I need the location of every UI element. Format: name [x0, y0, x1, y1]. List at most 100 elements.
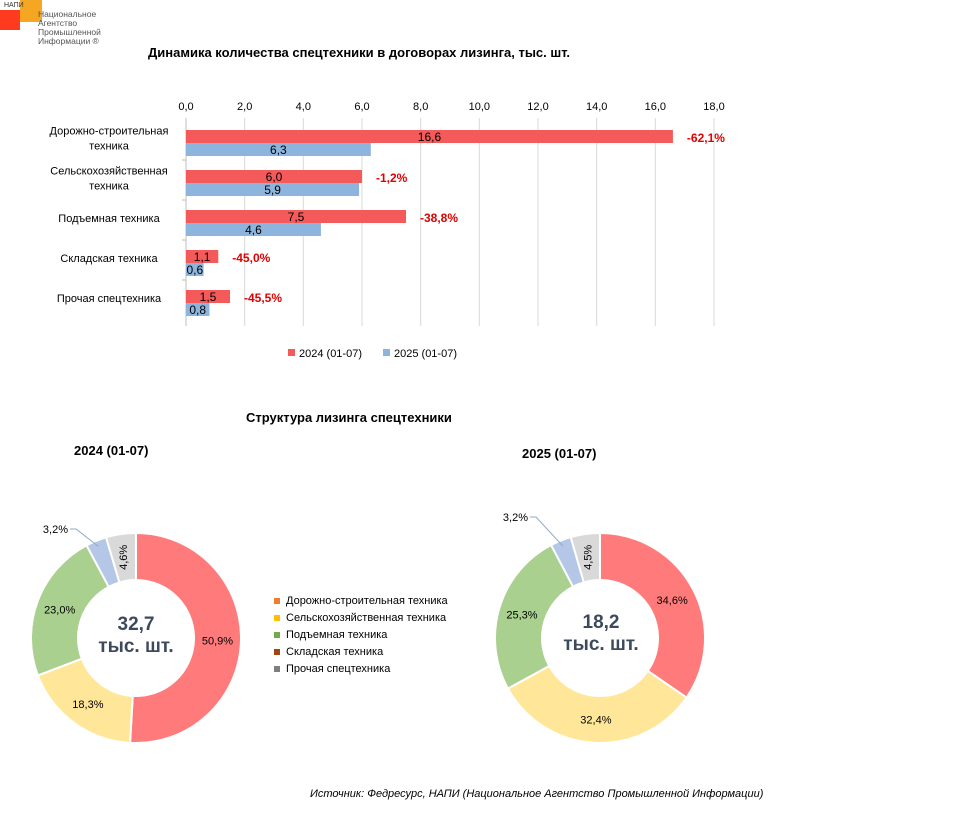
bar-2025 — [186, 143, 371, 156]
legend-swatch — [274, 665, 280, 672]
legend-item: Подъемная техника — [274, 626, 448, 643]
donut-2024-center: 32,7 тыс. шт. — [86, 614, 186, 658]
source-note: Источник: Федресурс, НАПИ (Национальное … — [310, 788, 764, 800]
change-label: -1,2% — [376, 171, 408, 185]
category-label: техника — [89, 141, 130, 153]
change-label: -62,1% — [687, 131, 725, 145]
category-label: техника — [89, 181, 130, 193]
logo-line: Информации ® — [38, 36, 99, 46]
donut-slice — [494, 543, 575, 690]
slice-label: 34,6% — [657, 595, 688, 607]
legend-item: Дорожно-строительная техника — [274, 592, 448, 609]
bar-value-label: 0,8 — [189, 303, 206, 317]
slice-label: 3,2% — [43, 524, 68, 536]
bar-value-label: 4,6 — [245, 223, 262, 237]
legend-item: Сельскохозяйственная техника — [274, 609, 448, 626]
slice-label: 32,4% — [580, 714, 611, 726]
x-tick-label: 12,0 — [527, 101, 548, 113]
donut-2025-center: 18,2 тыс. шт. — [551, 612, 651, 656]
x-tick-label: 2,0 — [237, 101, 252, 113]
logo-small-text: НАПИ — [4, 2, 24, 9]
legend-label: Прочая спецтехника — [286, 662, 391, 675]
bar-value-label: 5,9 — [264, 183, 281, 197]
bar-2024 — [186, 130, 673, 143]
bar-value-label: 7,5 — [288, 210, 305, 224]
bar-value-label: 16,6 — [418, 130, 442, 144]
logo-line: Агентство — [38, 18, 78, 28]
x-tick-label: 4,0 — [296, 101, 311, 113]
category-label: Подъемная техника — [58, 213, 160, 225]
legend-label: 2025 (01-07) — [394, 348, 457, 360]
bar-chart: 0,0 2,0 4,0 6,0 8,0 10,0 12,0 14,0 16,0 18,0 Дорож… — [50, 101, 726, 360]
donut-2024-title: 2024 (01-07) — [74, 443, 149, 458]
donut-slice — [506, 664, 688, 744]
bar-2025 — [186, 263, 204, 276]
bar-chart-title: Динамика количества спецтехники в догово… — [148, 45, 571, 60]
slice-label: 3,2% — [503, 512, 528, 524]
category-label: Дорожно-строительная — [50, 126, 169, 138]
change-label: -38,8% — [420, 211, 458, 225]
legend-label: Дорожно-строительная техника — [286, 594, 448, 607]
logo-square-orange — [20, 0, 42, 22]
legend-swatch — [288, 349, 295, 356]
change-label: -45,0% — [232, 251, 270, 265]
logo-text: Национальное Агентство Промышленной Инфо… — [38, 10, 108, 46]
slice-label: 18,3% — [72, 699, 103, 711]
legend-swatch — [383, 349, 390, 356]
bar-2024 — [186, 210, 406, 223]
bar-value-label: 6,3 — [270, 143, 287, 157]
x-tick-label: 14,0 — [586, 101, 607, 113]
logo-square-red — [0, 10, 20, 30]
legend-label: Складская техника — [286, 645, 384, 658]
slice-label: 25,3% — [506, 610, 537, 622]
logo-line: Национальное — [38, 9, 97, 19]
x-tick-label: 0,0 — [178, 101, 193, 113]
donut-2024-total: 32,7 — [117, 614, 155, 635]
legend-label: 2024 (01-07) — [299, 348, 362, 360]
legend-swatch — [274, 648, 280, 655]
donut-2025-total: 18,2 — [582, 612, 620, 633]
change-label: -45,5% — [244, 291, 282, 305]
bar-value-label: 0,6 — [186, 263, 203, 277]
legend-label: Подъемная техника — [286, 628, 388, 641]
legend-label: Сельскохозяйственная техника — [286, 611, 447, 624]
donut-legend: Дорожно-строительная техника Сельскохозя… — [274, 592, 448, 677]
bar-2024 — [186, 290, 230, 303]
bar-2025 — [186, 303, 210, 316]
bar-2025 — [186, 183, 360, 196]
bar-2025 — [186, 223, 321, 236]
legend-swatch — [274, 597, 280, 604]
bar-2024 — [186, 250, 219, 263]
legend-item: Прочая спецтехника — [274, 660, 448, 677]
slice-label: 4,6% — [118, 545, 130, 570]
donut-2025-unit: тыс. шт. — [563, 634, 639, 655]
bar-value-label: 1,5 — [200, 290, 217, 304]
bar-2024 — [186, 170, 362, 183]
slice-label: 4,5% — [582, 545, 594, 570]
donut-slice — [599, 531, 706, 699]
donut-slice — [129, 531, 242, 744]
bar-value-label: 6,0 — [266, 170, 283, 184]
logo-line: Промышленной — [38, 27, 101, 37]
legend-swatch — [274, 614, 280, 621]
donut-2025-title: 2025 (01-07) — [522, 446, 597, 461]
bar-value-label: 1,1 — [194, 250, 211, 264]
category-label: Прочая спецтехника — [57, 293, 162, 305]
callout-line — [70, 528, 99, 547]
donut-slice — [569, 531, 601, 584]
x-tick-label: 16,0 — [645, 101, 666, 113]
donut-2024-unit: тыс. шт. — [98, 636, 174, 657]
slice-label: 50,9% — [202, 635, 233, 647]
x-tick-label: 8,0 — [413, 101, 428, 113]
x-tick-label: 18,0 — [703, 101, 724, 113]
slice-label: 23,0% — [44, 604, 75, 616]
x-tick-label: 10,0 — [469, 101, 490, 113]
donut-slice — [104, 531, 137, 584]
legend-item: Складская техника — [274, 643, 448, 660]
category-label: Складская техника — [60, 253, 158, 265]
x-tick-label: 6,0 — [354, 101, 369, 113]
donut-charts: 50,9% 18,3% 23,0% 3,2% 4,6% 34,6% 32,4% 25,3% 3,… — [30, 512, 706, 744]
legend-swatch — [274, 631, 280, 638]
callout-line — [530, 516, 564, 547]
donut-section-title: Структура лизинга спецтехники — [246, 410, 452, 425]
